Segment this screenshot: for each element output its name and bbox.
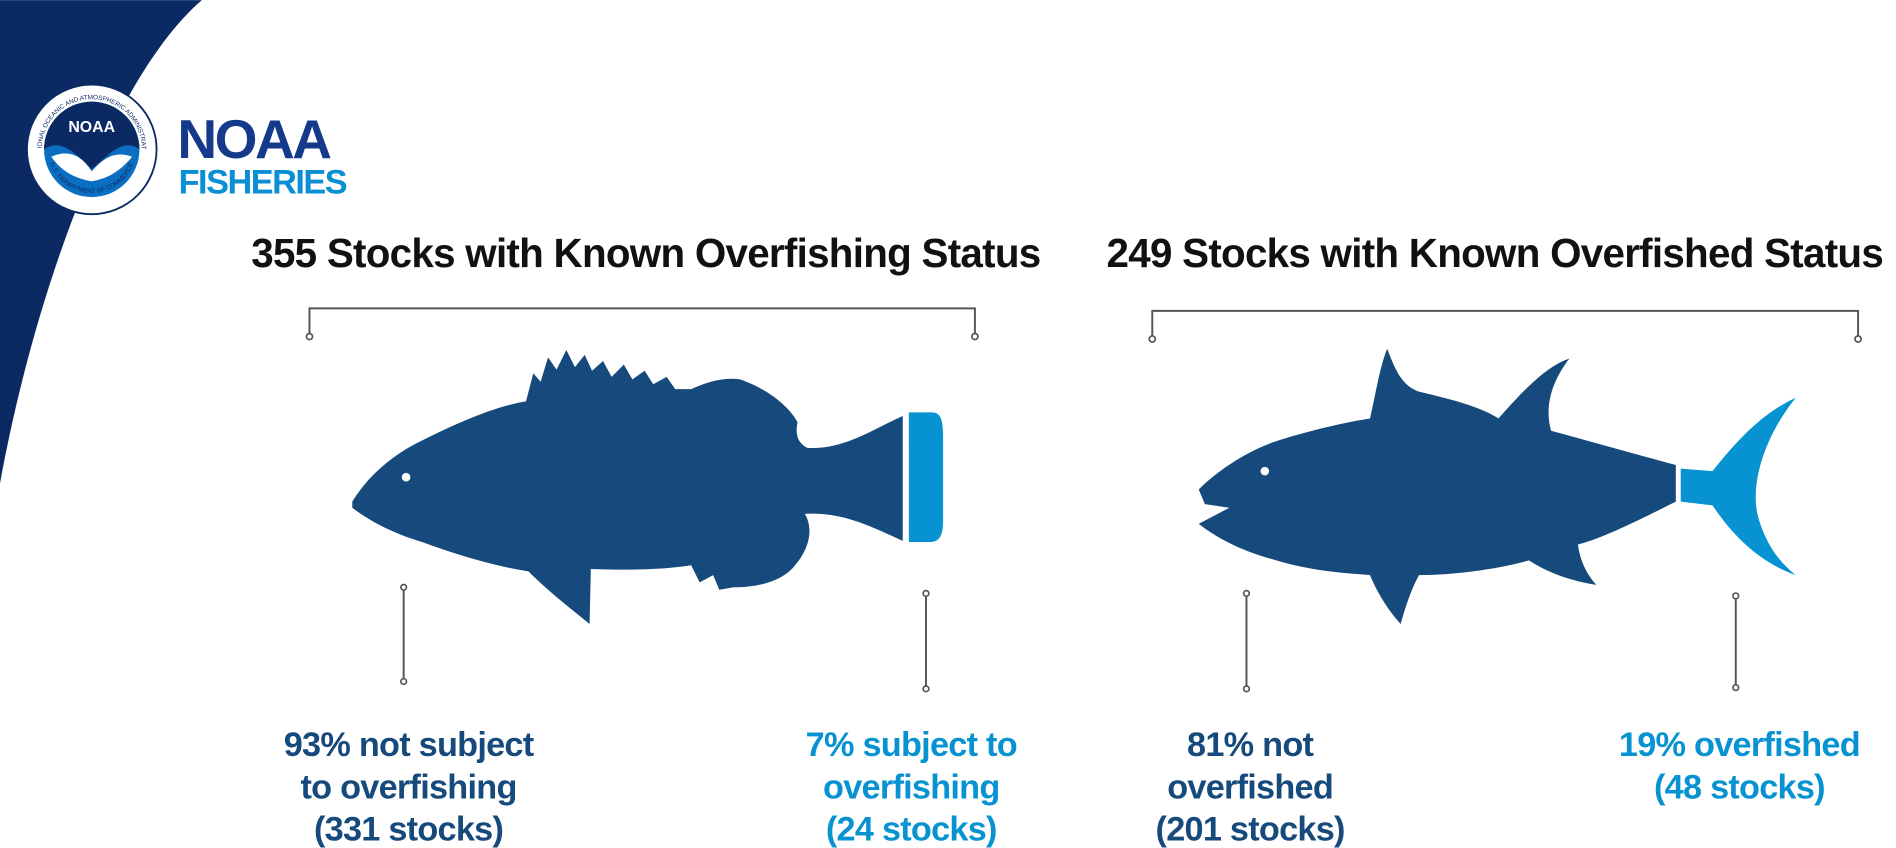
stat-label: (48 stocks)	[1654, 768, 1825, 806]
stat-label: (331 stocks)	[314, 811, 503, 848]
stat-label: to overfishing	[300, 768, 516, 806]
stat-label: 19% overfished	[1619, 726, 1860, 764]
stat-label: (201 stocks)	[1156, 811, 1345, 848]
swoosh	[0, 0, 202, 484]
panel-title: 249 Stocks with Known Overfished Status	[1107, 230, 1884, 276]
logo-name: NOAA	[177, 108, 331, 170]
logo-emblem: NOAA	[68, 119, 115, 136]
stat-label: (24 stocks)	[826, 811, 997, 848]
leader-line	[1732, 592, 1740, 692]
stat-label: 81% not	[1187, 726, 1314, 764]
panel-title: 355 Stocks with Known Overfishing Status	[251, 230, 1040, 276]
leader-line	[922, 589, 930, 693]
stat-label: 7% subject to	[806, 726, 1017, 764]
labels: 93% not subject to overfishing (331 stocks…	[284, 726, 1861, 848]
logo-subname: FISHERIES	[179, 163, 347, 201]
bracket	[305, 307, 979, 341]
tuna-fish	[1198, 348, 1796, 624]
leader-line	[1242, 589, 1251, 693]
stat-label: overfished	[1167, 768, 1333, 806]
bracket	[1148, 309, 1862, 343]
stat-label: overfishing	[823, 768, 1000, 806]
grouper-fish	[352, 349, 944, 624]
stat-label: 93% not subject	[284, 726, 534, 764]
leader-line	[399, 583, 408, 686]
